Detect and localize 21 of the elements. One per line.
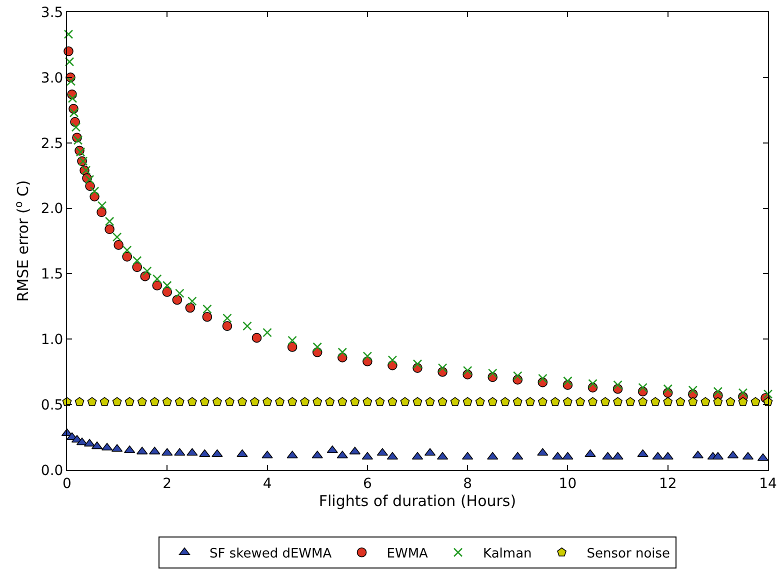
y-tick-label: 1.5 (40, 266, 64, 283)
x-tick-label: 12 (658, 476, 677, 492)
x-tick-label: 0 (62, 476, 72, 492)
legend-label: SF skewed dEWMA (210, 546, 332, 562)
y-tick-label: 0.5 (40, 397, 64, 414)
x-tick-label: 4 (262, 476, 272, 492)
y-tick-label: 1.0 (40, 332, 64, 348)
x-tick-label: 8 (463, 476, 472, 492)
x-tick-label: 14 (759, 476, 777, 492)
y-tick-label: 2.0 (40, 201, 64, 218)
x-axis-title: Flights of duration (Hours) (318, 492, 516, 510)
legend-label: Sensor noise (586, 546, 670, 562)
y-tick-label: 3.5 (40, 4, 64, 21)
x-tick-label: 2 (162, 476, 172, 492)
legend-label: Kalman (483, 546, 532, 562)
y-tick-label: 3.0 (40, 70, 64, 86)
legend-label: EWMA (386, 546, 428, 562)
x-tick-label: 6 (362, 476, 372, 492)
y-tick-label: 0.0 (40, 462, 64, 479)
y-tick-label: 2.5 (40, 136, 64, 152)
x-tick-label: 10 (558, 476, 577, 492)
